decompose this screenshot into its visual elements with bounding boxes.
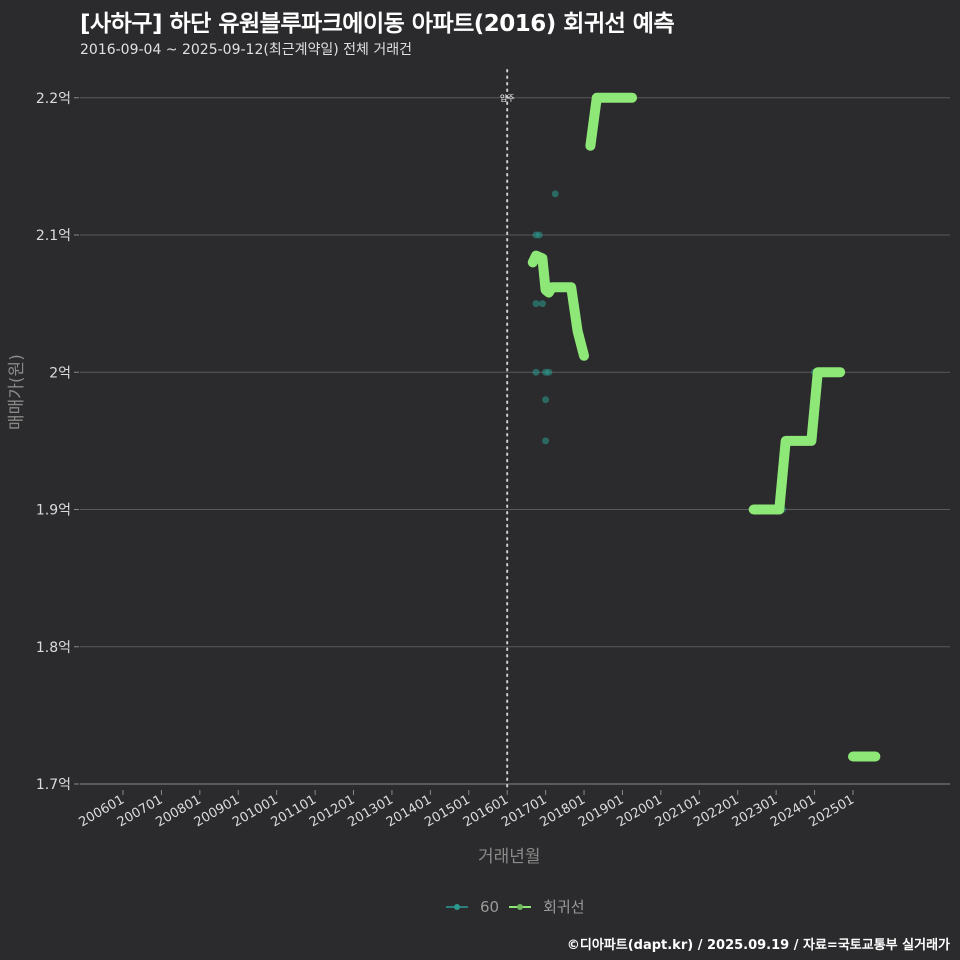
legend-item-regression[interactable]: 회귀선 [509,896,585,917]
scatter-point [538,300,546,308]
scatter-point [542,437,550,445]
scatter-point [532,368,540,376]
entry-annotation: 입주 [500,94,515,103]
entry-marker-line: 입주 [500,69,515,791]
footer-credit: ©디아파트(dapt.kr) / 2025.09.19 / 자료=국토교통부 실… [566,938,950,953]
scatter-point [542,396,550,404]
y-tick-label: 2억 [49,365,71,381]
x-axis-label: 거래년월 [478,847,541,867]
legend-item-60[interactable]: 60 [446,898,499,916]
y-tick-label: 2.2억 [36,91,71,107]
y-tick-label: 1.8억 [36,640,71,656]
legend-key-line-icon [509,902,532,912]
regression-segment [527,250,589,361]
chart-title: [사하구] 하단 유원블루파크에이동 아파트(2016) 회귀선 예측 [80,11,675,37]
legend: 60 회귀선 [446,896,585,917]
y-tick-label: 1.7억 [36,777,71,793]
regression-segment [748,367,846,515]
scatter-point [535,231,543,239]
legend-label: 60 [480,897,500,916]
scatter-point [532,300,540,308]
y-tick-label: 2.1억 [36,228,71,244]
scatter-point [545,368,553,376]
chart-subtitle: 2016-09-04 ~ 2025-09-12(최근계약일) 전체 거래건 [80,42,412,58]
y-tick-label: 1.9억 [36,503,71,519]
scatter-points [532,190,819,513]
legend-label: 회귀선 [543,898,585,916]
x-ticks: 2006012007012008012009012010012011012012… [77,790,857,830]
scatter-point [551,190,559,198]
legend-key-scatter-icon [446,902,468,912]
regression-segment [585,92,638,151]
y-axis-label: 매매가(원) [7,354,27,430]
regression-line [527,92,881,762]
grid-lines [74,97,950,785]
y-tick-labels: 1.7억 1.8억 1.9억 2억 2.1억 2.2억 [36,91,71,793]
